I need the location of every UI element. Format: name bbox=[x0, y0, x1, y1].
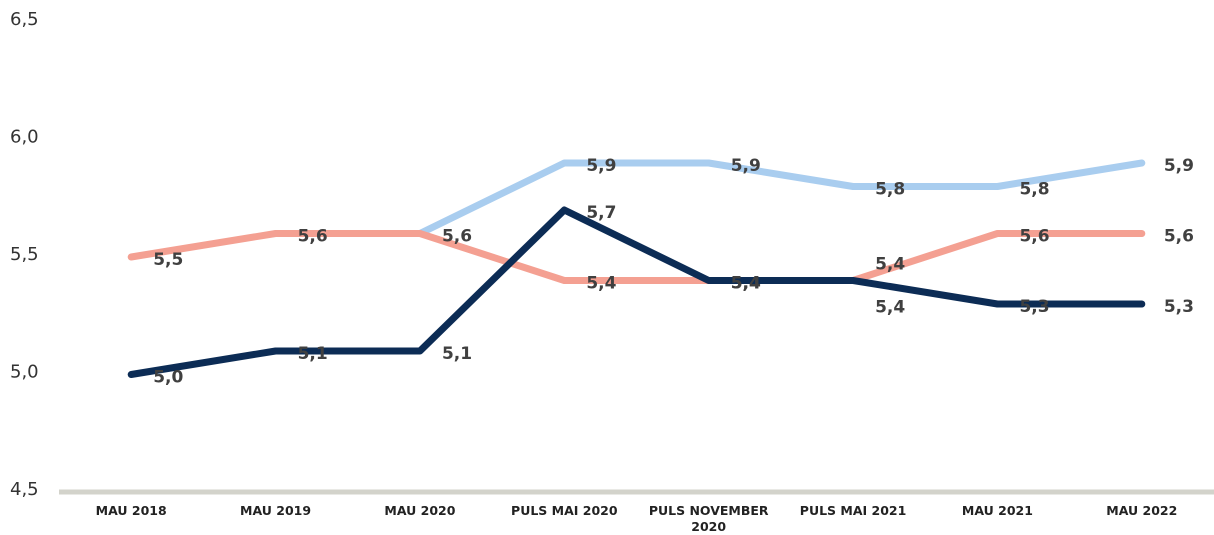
x-tick-label: MAU 2019 bbox=[240, 503, 312, 518]
data-label: 5,6 bbox=[442, 227, 472, 247]
data-label: 5,8 bbox=[1019, 180, 1049, 200]
data-label: 5,4 bbox=[875, 255, 905, 275]
x-tick-label: MAU 2021 bbox=[961, 503, 1033, 518]
data-label: 5,6 bbox=[1164, 227, 1194, 247]
data-label: 5,6 bbox=[298, 227, 328, 247]
y-tick-label: 5,0 bbox=[10, 362, 39, 383]
data-label: 5,9 bbox=[586, 156, 616, 176]
line-series bbox=[127, 206, 1146, 378]
line-series bbox=[416, 159, 1146, 237]
x-tick-label: MAU 2022 bbox=[1106, 503, 1178, 518]
data-label: 5,4 bbox=[586, 274, 616, 294]
data-label: 5,3 bbox=[1164, 297, 1194, 317]
data-label: 5,8 bbox=[875, 180, 905, 200]
data-label: 5,5 bbox=[153, 250, 183, 270]
data-label: 5,9 bbox=[731, 156, 761, 176]
x-tick-label: PULS MAI 2020 bbox=[511, 503, 618, 518]
data-label: 5,4 bbox=[731, 274, 761, 294]
y-tick-label: 6,5 bbox=[10, 9, 39, 30]
y-tick-label: 5,5 bbox=[10, 244, 39, 265]
data-label: 5,4 bbox=[731, 274, 761, 294]
data-label: 5,7 bbox=[586, 203, 616, 223]
data-label: 5,0 bbox=[153, 368, 183, 388]
x-tick-label: MAU 2018 bbox=[95, 503, 167, 518]
line-series bbox=[127, 230, 1146, 284]
data-label: 5,4 bbox=[875, 298, 905, 318]
data-label: 5,6 bbox=[1019, 227, 1049, 247]
y-tick-label: 6,0 bbox=[10, 127, 39, 148]
x-tick-label: MAU 2020 bbox=[384, 503, 456, 518]
data-label: 5,3 bbox=[1019, 297, 1049, 317]
x-tick-label: PULS NOVEMBER 2020 bbox=[648, 503, 769, 534]
x-tick-label: PULS MAI 2021 bbox=[799, 503, 907, 518]
data-label: 5,1 bbox=[442, 344, 472, 364]
data-label: 5,1 bbox=[298, 344, 328, 364]
y-tick-label: 4,5 bbox=[10, 479, 39, 500]
data-label: 5,9 bbox=[1164, 156, 1194, 176]
